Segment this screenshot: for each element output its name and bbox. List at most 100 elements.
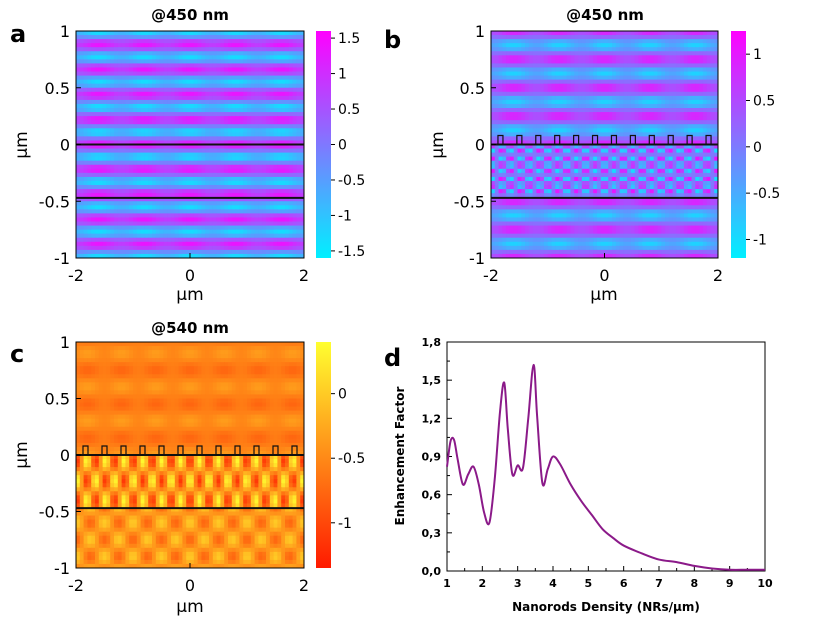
- heatmap-cell: [581, 59, 587, 65]
- heatmap-cell: [159, 253, 164, 258]
- heatmap-cell: [269, 116, 275, 121]
- heatmap-cell: [220, 120, 225, 125]
- heatmap-cell: [178, 185, 183, 190]
- heatmap-cell: [228, 71, 233, 77]
- heatmap-cell: [144, 193, 149, 198]
- heatmap-cell: [612, 31, 617, 36]
- heatmap-cell: [224, 136, 229, 142]
- heatmap-cell: [714, 43, 718, 48]
- heatmap-cell: [494, 95, 500, 101]
- heatmap-cell: [174, 233, 180, 239]
- heatmap-cell: [300, 229, 304, 235]
- heatmap-cell: [224, 225, 229, 231]
- heatmap-cell: [133, 79, 138, 85]
- heatmap-cell: [148, 249, 153, 255]
- heatmap-cell: [285, 221, 290, 227]
- heatmap-cell: [634, 55, 640, 60]
- heatmap-cell: [239, 229, 244, 235]
- heatmap-cell: [608, 124, 613, 129]
- heatmap-cell: [292, 245, 297, 251]
- heatmap-cell: [296, 59, 301, 65]
- heatmap-cell: [216, 55, 221, 60]
- heatmap-cell: [136, 51, 142, 56]
- heatmap-cell: [714, 103, 718, 109]
- heatmap-cell: [163, 209, 168, 215]
- heatmap-cell: [140, 47, 145, 52]
- heatmap-cell: [159, 132, 164, 137]
- heatmap-cell: [243, 43, 248, 48]
- heatmap-cell: [296, 172, 301, 178]
- heatmap-cell: [706, 75, 712, 81]
- heatmap-cell: [201, 83, 206, 89]
- heatmap-cell: [125, 237, 130, 243]
- heatmap-cell: [528, 136, 534, 142]
- heatmap-cell: [491, 103, 496, 109]
- heatmap-cell: [521, 124, 526, 129]
- heatmap-cell: [190, 176, 195, 182]
- heatmap-cell: [619, 79, 625, 85]
- heatmap-cell: [136, 253, 142, 258]
- heatmap-cell: [220, 95, 225, 101]
- heatmap-cell: [254, 75, 259, 81]
- heatmap-cell: [209, 47, 214, 52]
- heatmap-cell: [121, 152, 126, 158]
- heatmap-cell: [642, 67, 647, 73]
- heatmap-cell: [163, 63, 168, 69]
- heatmap-cell: [220, 112, 225, 117]
- heatmap-cell: [676, 124, 681, 129]
- heatmap-cell: [581, 39, 587, 44]
- heatmap-cell: [193, 43, 199, 48]
- heatmap-cell: [604, 47, 609, 52]
- heatmap-cell: [258, 99, 263, 105]
- heatmap-cell: [76, 55, 81, 60]
- heatmap-cell: [136, 91, 142, 97]
- heatmap-cell: [117, 35, 123, 40]
- heatmap-cell: [243, 176, 248, 182]
- heatmap-cell: [649, 71, 655, 77]
- heatmap-cell: [228, 237, 233, 243]
- heatmap-cell: [502, 95, 507, 101]
- heatmap-cell: [634, 39, 640, 44]
- heatmap-cell: [220, 103, 225, 109]
- heatmap-cell: [209, 59, 214, 65]
- heatmap-cell: [83, 79, 88, 85]
- heatmap-cell: [95, 43, 100, 48]
- heatmap-cell: [171, 144, 176, 150]
- heatmap-cell: [296, 103, 301, 109]
- heatmap-cell: [243, 193, 248, 198]
- heatmap-cell: [174, 83, 180, 89]
- heatmap-cell: [201, 35, 206, 40]
- heatmap-cell: [657, 51, 662, 56]
- heatmap-cell: [125, 75, 130, 81]
- heatmap-cell: [231, 229, 237, 235]
- heatmap-cell: [235, 164, 240, 170]
- heatmap-cell: [247, 209, 252, 215]
- heatmap-cell: [296, 164, 301, 170]
- heatmap-cell: [205, 152, 210, 158]
- heatmap-cell: [581, 79, 587, 85]
- heatmap-cell: [300, 140, 304, 146]
- heatmap-cell: [676, 95, 681, 101]
- heatmap-cell: [243, 39, 248, 44]
- heatmap-cell: [513, 71, 519, 77]
- heatmap-cell: [634, 128, 640, 133]
- heatmap-cell: [596, 51, 602, 56]
- heatmap-cell: [581, 95, 587, 101]
- heatmap-cell: [83, 209, 88, 215]
- heatmap-cell: [676, 67, 681, 73]
- heatmap-cell: [205, 160, 210, 166]
- heatmap-cell: [604, 43, 609, 48]
- heatmap-cell: [288, 132, 294, 137]
- heatmap-cell: [623, 35, 628, 40]
- heatmap-cell: [277, 31, 282, 36]
- heatmap-cell: [201, 160, 206, 166]
- heatmap-cell: [228, 39, 233, 44]
- heatmap-cell: [190, 241, 195, 247]
- heatmap-cell: [98, 164, 104, 170]
- heatmap-cell: [653, 103, 659, 109]
- heatmap-cell: [292, 31, 297, 36]
- heatmap-cell: [247, 241, 252, 247]
- heatmap-cell: [95, 172, 100, 178]
- heatmap-cell: [133, 31, 138, 36]
- heatmap-cell: [661, 103, 666, 109]
